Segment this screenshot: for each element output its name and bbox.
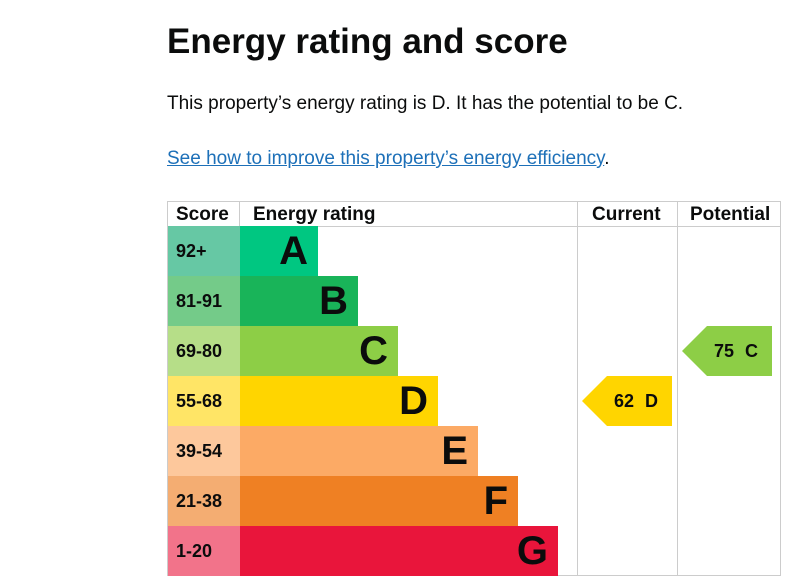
score-range: 21-38 xyxy=(168,476,240,526)
rating-bar-g: G xyxy=(240,526,558,576)
rating-summary: This property’s energy rating is D. It h… xyxy=(167,93,684,114)
page-title: Energy rating and score xyxy=(167,22,568,61)
header-potential: Potential xyxy=(690,204,771,225)
header-energy-rating: Energy rating xyxy=(253,204,376,225)
score-range: 92+ xyxy=(168,226,240,276)
rating-bar-f: F xyxy=(240,476,518,526)
improve-paragraph: See how to improve this property’s energ… xyxy=(167,148,610,169)
improve-efficiency-link[interactable]: See how to improve this property’s energ… xyxy=(167,148,605,169)
rating-bar-d: D xyxy=(240,376,438,426)
score-range: 81-91 xyxy=(168,276,240,326)
divider xyxy=(168,226,780,227)
score-range: 69-80 xyxy=(168,326,240,376)
header-score: Score xyxy=(176,204,229,225)
score-range: 55-68 xyxy=(168,376,240,426)
current-rating-arrow: 62 D xyxy=(582,376,672,426)
divider xyxy=(577,202,578,575)
rating-bar-b: B xyxy=(240,276,358,326)
score-range: 1-20 xyxy=(168,526,240,576)
rating-bar-a: A xyxy=(240,226,318,276)
rating-bar-e: E xyxy=(240,426,478,476)
header-current: Current xyxy=(592,204,661,225)
divider xyxy=(677,202,678,575)
energy-rating-table: Score Energy rating Current Potential 92… xyxy=(167,201,781,576)
score-range: 39-54 xyxy=(168,426,240,476)
rating-bar-c: C xyxy=(240,326,398,376)
potential-rating-arrow: 75 C xyxy=(682,326,772,376)
